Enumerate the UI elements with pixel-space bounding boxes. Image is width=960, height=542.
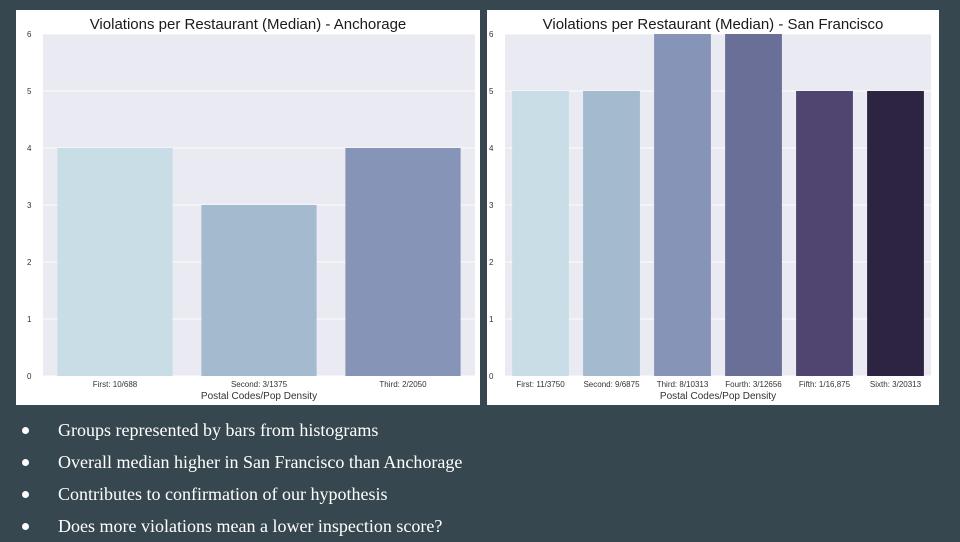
bar <box>867 91 924 376</box>
bar <box>512 91 569 376</box>
bar <box>201 205 317 376</box>
y-tick-label: 1 <box>27 315 32 324</box>
x-axis-label: Postal Codes/Pop Density <box>201 391 317 402</box>
bar <box>796 91 853 376</box>
bullet-dot-icon <box>22 458 29 466</box>
x-tick-label: Third: 2/2050 <box>379 380 427 389</box>
bullet-item: Overall median higher in San Francisco t… <box>22 446 462 478</box>
y-tick-label: 0 <box>27 372 32 381</box>
chart-san-francisco-svg: Violations per Restaurant (Median) - San… <box>489 16 931 402</box>
x-tick-label: Fourth: 3/12656 <box>725 380 782 389</box>
bullet-text: Groups represented by bars from histogra… <box>58 420 379 440</box>
chart-anchorage-svg: Violations per Restaurant (Median) - Anc… <box>27 16 475 402</box>
y-tick-label: 3 <box>489 201 494 210</box>
chart-san-francisco: Violations per Restaurant (Median) - San… <box>487 10 939 405</box>
y-tick-label: 2 <box>27 258 32 267</box>
bullet-item: Contributes to confirmation of our hypot… <box>22 478 462 510</box>
y-tick-label: 1 <box>489 315 494 324</box>
y-tick-label: 4 <box>489 144 494 153</box>
x-tick-label: Fifth: 1/16,875 <box>799 380 851 389</box>
y-tick-label: 6 <box>27 30 32 39</box>
bar <box>654 34 711 376</box>
bar <box>583 91 640 376</box>
bullet-dot-icon <box>22 426 29 434</box>
x-tick-label: First: 11/3750 <box>516 380 565 389</box>
bullet-item: Does more violations mean a lower inspec… <box>22 510 462 542</box>
y-tick-label: 2 <box>489 258 494 267</box>
bar <box>345 148 461 376</box>
y-tick-label: 0 <box>489 372 494 381</box>
y-tick-label: 3 <box>27 201 32 210</box>
bar <box>57 148 173 376</box>
bullet-list: Groups represented by bars from histogra… <box>22 414 462 542</box>
y-tick-label: 4 <box>27 144 32 153</box>
bullet-dot-icon <box>22 522 29 530</box>
chart-title: Violations per Restaurant (Median) - Anc… <box>90 16 407 33</box>
bullet-dot-icon <box>22 490 29 498</box>
bullet-item: Groups represented by bars from histogra… <box>22 414 462 446</box>
bar <box>725 34 782 376</box>
x-tick-label: Third: 8/10313 <box>657 380 709 389</box>
y-tick-label: 6 <box>489 30 494 39</box>
bullet-text: Contributes to confirmation of our hypot… <box>58 484 388 504</box>
x-tick-label: Sixth: 3/20313 <box>870 380 922 389</box>
bullet-text: Overall median higher in San Francisco t… <box>58 452 463 472</box>
bullet-text: Does more violations mean a lower inspec… <box>58 516 443 536</box>
x-tick-label: Second: 9/6875 <box>583 380 640 389</box>
y-tick-label: 5 <box>489 87 494 96</box>
chart-anchorage: Violations per Restaurant (Median) - Anc… <box>16 10 480 405</box>
y-tick-label: 5 <box>27 87 32 96</box>
x-tick-label: First: 10/688 <box>93 380 138 389</box>
x-tick-label: Second: 3/1375 <box>231 380 288 389</box>
chart-title: Violations per Restaurant (Median) - San… <box>543 16 884 33</box>
x-axis-label: Postal Codes/Pop Density <box>660 391 776 402</box>
